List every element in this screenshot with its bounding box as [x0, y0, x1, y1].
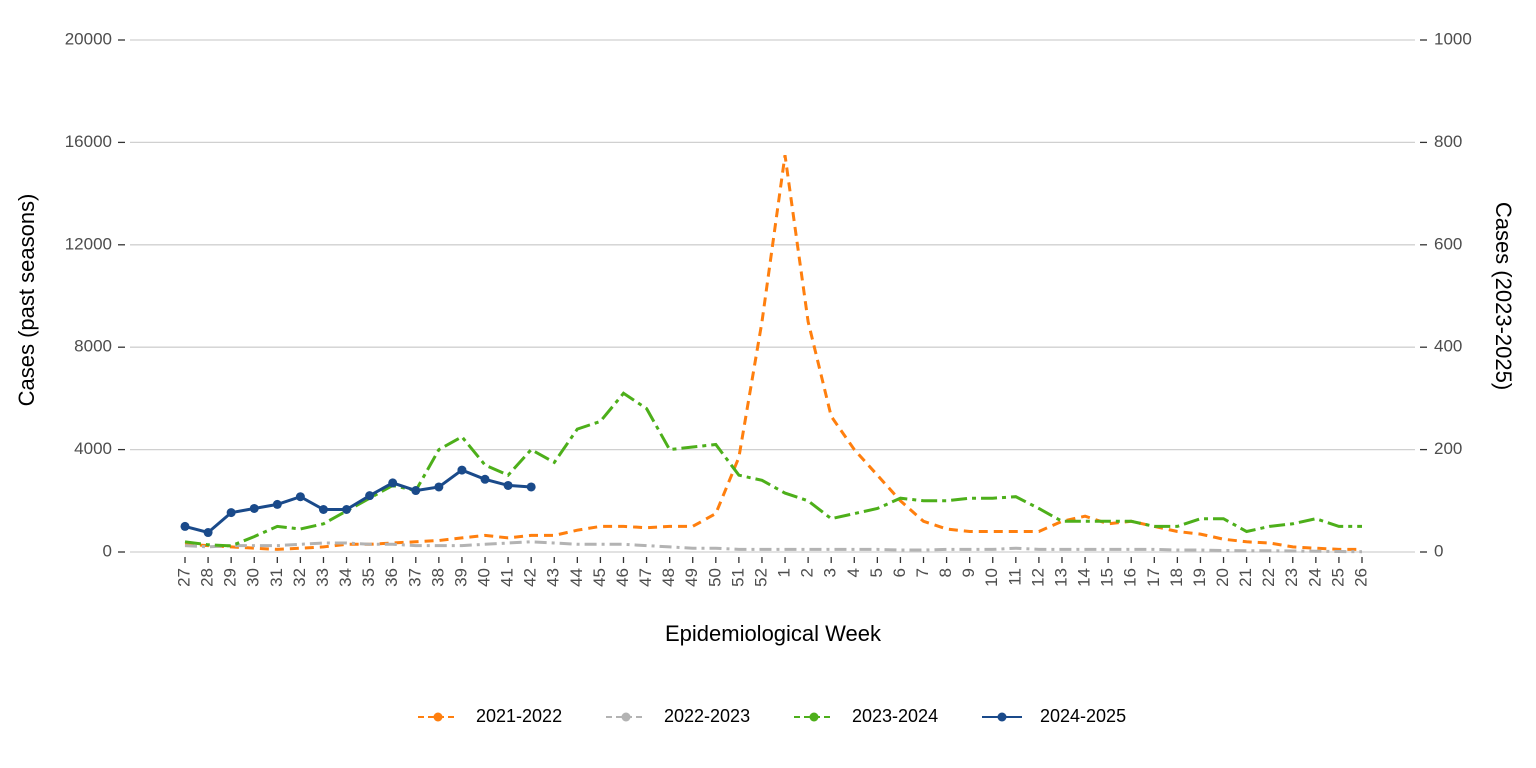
- series-line: [184, 468, 532, 535]
- series-line: [184, 391, 1362, 548]
- x-tick-label: 5: [867, 568, 886, 577]
- x-tick-label: 38: [428, 568, 447, 587]
- x-tick-label: 37: [405, 568, 424, 587]
- y2-tick-label: 600: [1434, 234, 1462, 253]
- x-tick-label: 17: [1144, 568, 1163, 587]
- y2-axis-title: Cases (2023-2025): [1491, 202, 1516, 390]
- x-tick-label: 35: [359, 568, 378, 587]
- x-tick-label: 41: [498, 568, 517, 587]
- series-line: [184, 540, 1363, 554]
- x-tick-label: 3: [821, 568, 840, 577]
- y2-tick-label: 200: [1434, 439, 1462, 458]
- x-tick-label: 18: [1167, 568, 1186, 587]
- x-tick-label: 24: [1305, 568, 1324, 587]
- data-point: [388, 478, 398, 488]
- x-tick-label: 21: [1236, 568, 1255, 587]
- y-tick-label: 4000: [74, 439, 112, 458]
- x-tick-label: 50: [705, 568, 724, 587]
- x-tick-label: 39: [451, 568, 470, 587]
- y2-tick-label: 800: [1434, 132, 1462, 151]
- y-tick-label: 20000: [65, 29, 112, 48]
- y2-tick-label: 400: [1434, 337, 1462, 356]
- legend-marker: [621, 712, 631, 722]
- x-tick-label: 13: [1051, 568, 1070, 587]
- x-axis-title: Epidemiological Week: [665, 621, 882, 646]
- x-tick-label: 49: [682, 568, 701, 587]
- x-tick-label: 8: [936, 568, 955, 577]
- y-tick-label: 16000: [65, 132, 112, 151]
- x-tick-label: 51: [728, 568, 747, 587]
- data-point: [526, 482, 536, 492]
- data-point: [434, 482, 444, 492]
- x-tick-label: 16: [1121, 568, 1140, 587]
- legend-label: 2023-2024: [852, 706, 938, 726]
- x-tick-label: 12: [1028, 568, 1047, 587]
- x-tick-label: 47: [636, 568, 655, 587]
- y-tick-label: 8000: [74, 337, 112, 356]
- data-point: [249, 503, 259, 513]
- legend-label: 2021-2022: [476, 706, 562, 726]
- x-tick-label: 45: [590, 568, 609, 587]
- data-point: [203, 528, 213, 538]
- x-tick-label: 6: [890, 568, 909, 577]
- data-point: [411, 486, 421, 496]
- y-tick-label: 0: [103, 541, 112, 560]
- x-tick-label: 14: [1075, 568, 1094, 587]
- x-tick-label: 19: [1190, 568, 1209, 587]
- x-tick-label: 9: [959, 568, 978, 577]
- x-tick-label: 29: [221, 568, 240, 587]
- legend-label: 2022-2023: [664, 706, 750, 726]
- x-tick-label: 22: [1259, 568, 1278, 587]
- x-tick-label: 48: [659, 568, 678, 587]
- x-tick-label: 4: [844, 568, 863, 577]
- series-line: [184, 154, 1362, 551]
- data-point: [272, 499, 282, 509]
- x-tick-label: 31: [267, 568, 286, 587]
- x-tick-label: 23: [1282, 568, 1301, 587]
- y2-tick-label: 1000: [1434, 29, 1472, 48]
- x-tick-label: 20: [1213, 568, 1232, 587]
- y-axis-title: Cases (past seasons): [14, 194, 39, 407]
- x-tick-label: 11: [1005, 568, 1024, 586]
- x-tick-label: 26: [1351, 568, 1370, 587]
- x-tick-label: 52: [751, 568, 770, 587]
- x-tick-label: 27: [174, 568, 193, 587]
- legend-marker: [433, 712, 443, 722]
- data-point: [480, 474, 490, 484]
- data-point: [503, 480, 513, 490]
- x-tick-label: 40: [475, 568, 494, 587]
- x-tick-label: 2: [798, 568, 817, 577]
- x-tick-label: 1: [775, 568, 794, 577]
- x-tick-label: 46: [613, 568, 632, 587]
- x-tick-label: 42: [521, 568, 540, 587]
- y-tick-label: 12000: [65, 234, 112, 253]
- x-tick-label: 44: [567, 568, 586, 587]
- x-tick-label: 36: [382, 568, 401, 587]
- x-tick-label: 10: [982, 568, 1001, 587]
- x-tick-label: 25: [1328, 568, 1347, 587]
- x-tick-label: 7: [913, 568, 932, 577]
- data-point: [318, 505, 328, 515]
- data-point: [295, 492, 305, 502]
- x-tick-label: 15: [1098, 568, 1117, 587]
- data-point: [226, 508, 236, 518]
- legend-label: 2024-2025: [1040, 706, 1126, 726]
- x-tick-label: 32: [290, 568, 309, 587]
- data-point: [342, 505, 352, 515]
- data-point: [365, 491, 375, 501]
- x-tick-label: 28: [198, 568, 217, 587]
- x-tick-label: 43: [544, 568, 563, 587]
- x-tick-label: 34: [336, 568, 355, 587]
- data-point: [180, 521, 190, 531]
- y2-tick-label: 0: [1434, 541, 1443, 560]
- x-tick-label: 33: [313, 568, 332, 587]
- legend-marker: [809, 712, 819, 722]
- data-point: [457, 465, 467, 475]
- x-tick-label: 30: [244, 568, 263, 587]
- legend-marker: [997, 712, 1007, 722]
